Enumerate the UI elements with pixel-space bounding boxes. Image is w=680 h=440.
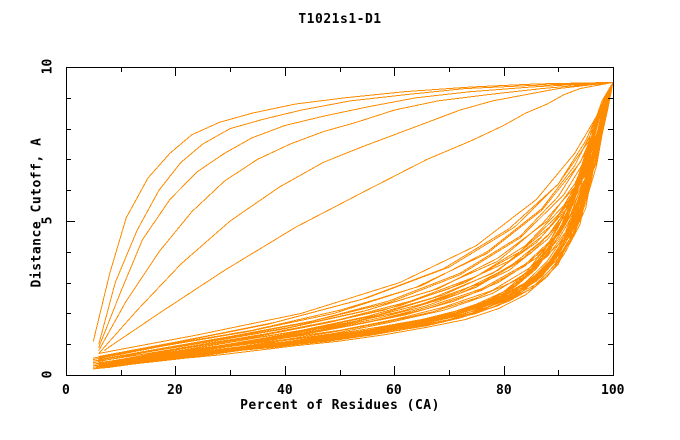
data-curve <box>92 81 614 370</box>
data-curve <box>92 81 614 370</box>
data-curve <box>98 81 614 354</box>
data-curve <box>92 81 614 370</box>
x-tick-label: 0 <box>62 383 70 398</box>
data-curve <box>103 81 614 351</box>
plot-frame <box>65 66 615 377</box>
data-curve <box>98 81 614 359</box>
y-tick-label: 0 <box>40 370 56 379</box>
data-curve <box>92 81 614 370</box>
data-curve <box>92 81 614 362</box>
x-tick-label: 80 <box>496 383 512 398</box>
data-curve <box>92 81 614 370</box>
x-tick-label: 40 <box>277 383 293 398</box>
chart-title: T1021s1-D1 <box>298 12 382 27</box>
data-curve <box>92 81 614 370</box>
x-axis-label: Percent of Residues (CA) <box>240 398 440 413</box>
data-curve <box>92 81 614 370</box>
data-curve <box>98 81 614 345</box>
x-tick-label: 100 <box>601 383 625 398</box>
data-curve <box>92 81 614 370</box>
data-curve <box>92 81 614 368</box>
data-curve <box>92 81 614 370</box>
data-curve <box>92 81 614 359</box>
data-curve <box>92 81 614 370</box>
data-curve <box>98 81 614 365</box>
data-curve <box>92 81 614 367</box>
x-tick-label: 60 <box>386 383 402 398</box>
y-tick-label: 10 <box>40 58 56 75</box>
data-curve <box>98 81 614 351</box>
data-curve <box>92 81 614 342</box>
x-tick-label: 20 <box>167 383 183 398</box>
data-series-group <box>92 81 614 370</box>
data-curve <box>98 81 614 361</box>
data-curve <box>92 81 614 370</box>
data-curve <box>92 81 614 370</box>
y-tick-label: 5 <box>40 216 56 225</box>
data-curve <box>92 81 614 364</box>
data-curve <box>92 81 614 365</box>
data-curve <box>92 81 614 370</box>
data-curve <box>98 81 614 361</box>
data-curve <box>92 81 614 370</box>
data-curve <box>98 81 614 354</box>
data-curve <box>98 81 614 348</box>
data-curve <box>92 81 614 370</box>
data-curve <box>92 81 614 370</box>
